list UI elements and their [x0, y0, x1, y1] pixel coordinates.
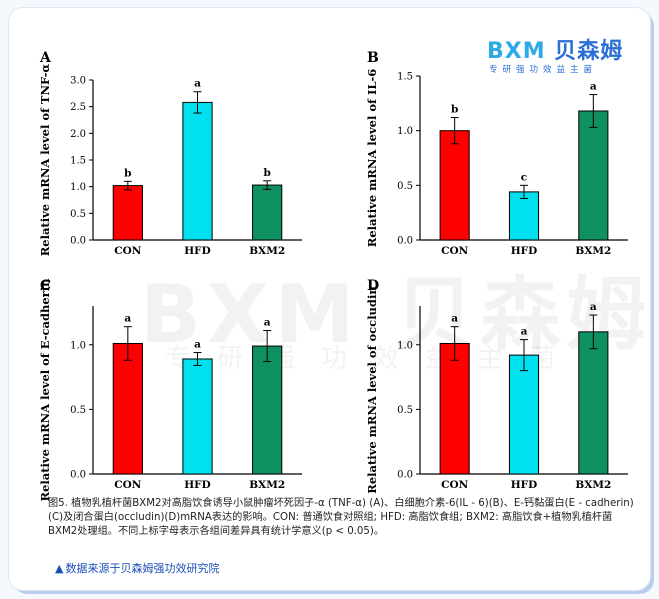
figure-card — [9, 8, 650, 590]
x-tick-label: CON — [441, 479, 469, 491]
y-tick-label: 1.0 — [397, 126, 413, 137]
y-tick-label: 0.0 — [397, 236, 413, 247]
logo-tagline: 专研强功效益主菌 — [489, 65, 598, 75]
bar-HFD — [182, 358, 213, 475]
logo-cn: 贝森姆 — [554, 39, 624, 64]
x-tick-label: BXM2 — [575, 479, 611, 491]
bar-CON — [112, 342, 143, 475]
x-tick-label: HFD — [184, 479, 210, 491]
significance-letter: a — [590, 301, 597, 313]
bar-BXM2 — [252, 184, 283, 241]
y-tick-label: 0.5 — [397, 405, 413, 416]
panel-label-B: B — [367, 50, 379, 66]
triangle-icon: ▲ — [55, 562, 64, 575]
y-tick-label: 1.0 — [397, 340, 413, 351]
bar-CON — [112, 185, 143, 241]
significance-letter: b — [451, 104, 458, 116]
y-tick-label: 1.5 — [70, 156, 86, 167]
bar-BXM2 — [252, 345, 283, 475]
significance-letter: b — [124, 167, 131, 179]
x-tick-label: CON — [441, 245, 469, 257]
x-tick-label: HFD — [511, 479, 537, 491]
brand-logo: BXM 贝森姆 专研强功效益主菌 — [487, 33, 627, 83]
significance-letter: a — [124, 313, 131, 325]
bar-BXM2 — [578, 331, 609, 475]
y-tick-label: 0.5 — [70, 405, 86, 416]
y-tick-label: 0.0 — [70, 470, 86, 481]
y-tick-label: 0.0 — [397, 470, 413, 481]
panel-label-C: C — [40, 278, 51, 294]
y-tick-label: 2.5 — [70, 102, 86, 113]
y-tick-label: 0.5 — [70, 209, 86, 220]
y-tick-label: 1.0 — [70, 340, 86, 351]
significance-letter: a — [194, 339, 201, 351]
x-tick-label: BXM2 — [249, 479, 285, 491]
x-tick-label: HFD — [184, 245, 210, 257]
x-tick-label: CON — [114, 245, 142, 257]
panel-label-A: A — [39, 50, 52, 66]
significance-letter: a — [451, 313, 458, 325]
x-tick-label: CON — [114, 479, 142, 491]
y-axis-title: Relative mRNA level of IL-6 — [365, 69, 379, 247]
bar-HFD — [182, 101, 213, 241]
y-axis-title: Relative mRNA level of E-cadherin — [38, 278, 52, 502]
source-text: 数据来源于贝森姆强功效研究院 — [65, 562, 220, 575]
bar-CON — [439, 130, 470, 241]
y-axis-title: Relative mRNA level of occludin — [365, 286, 379, 494]
x-tick-label: BXM2 — [575, 245, 611, 257]
bar-HFD — [508, 191, 540, 241]
panel-label-D: D — [367, 278, 379, 294]
significance-letter: c — [521, 171, 527, 183]
significance-letter: a — [521, 326, 528, 338]
significance-letter: a — [590, 81, 597, 93]
logo-latin: BXM — [487, 39, 546, 64]
bar-HFD — [508, 354, 540, 475]
y-axis-title: Relative mRNA level of TNF-α — [38, 64, 52, 257]
y-tick-label: 1.0 — [70, 182, 86, 193]
bar-BXM2 — [578, 110, 609, 241]
x-tick-label: HFD — [511, 245, 537, 257]
significance-letter: a — [264, 317, 271, 329]
significance-letter: b — [263, 167, 270, 179]
figure-caption: 图5. 植物乳植杆菌BXM2对高脂饮食诱导小鼠肿瘤坏死因子-α (TNF-α) … — [48, 498, 634, 537]
y-tick-label: 1.5 — [397, 72, 413, 83]
significance-letter: a — [194, 78, 201, 90]
y-tick-label: 2.0 — [70, 129, 86, 140]
source-note: ▲ 数据来源于贝森姆强功效研究院 — [55, 560, 219, 576]
x-tick-label: BXM2 — [249, 245, 285, 257]
y-tick-label: 0.5 — [397, 181, 413, 192]
y-tick-label: 3.0 — [70, 76, 86, 87]
bar-CON — [439, 342, 470, 475]
y-tick-label: 0.0 — [70, 236, 86, 247]
